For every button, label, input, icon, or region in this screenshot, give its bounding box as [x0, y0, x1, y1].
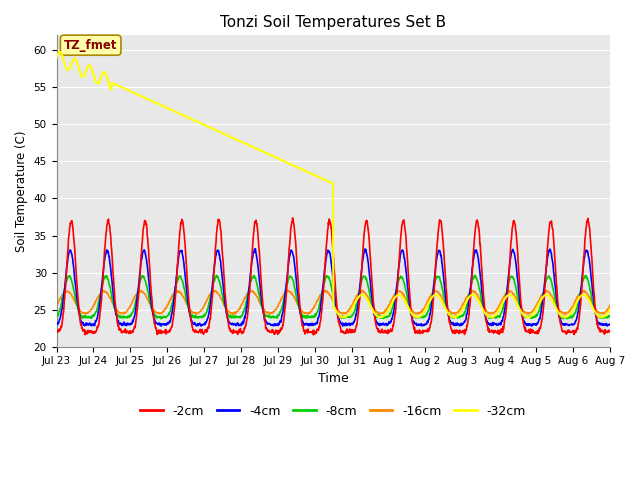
Text: TZ_fmet: TZ_fmet: [64, 39, 117, 52]
X-axis label: Time: Time: [318, 372, 349, 385]
Y-axis label: Soil Temperature (C): Soil Temperature (C): [15, 130, 28, 252]
Title: Tonzi Soil Temperatures Set B: Tonzi Soil Temperatures Set B: [220, 15, 446, 30]
Legend: -2cm, -4cm, -8cm, -16cm, -32cm: -2cm, -4cm, -8cm, -16cm, -32cm: [135, 400, 531, 423]
